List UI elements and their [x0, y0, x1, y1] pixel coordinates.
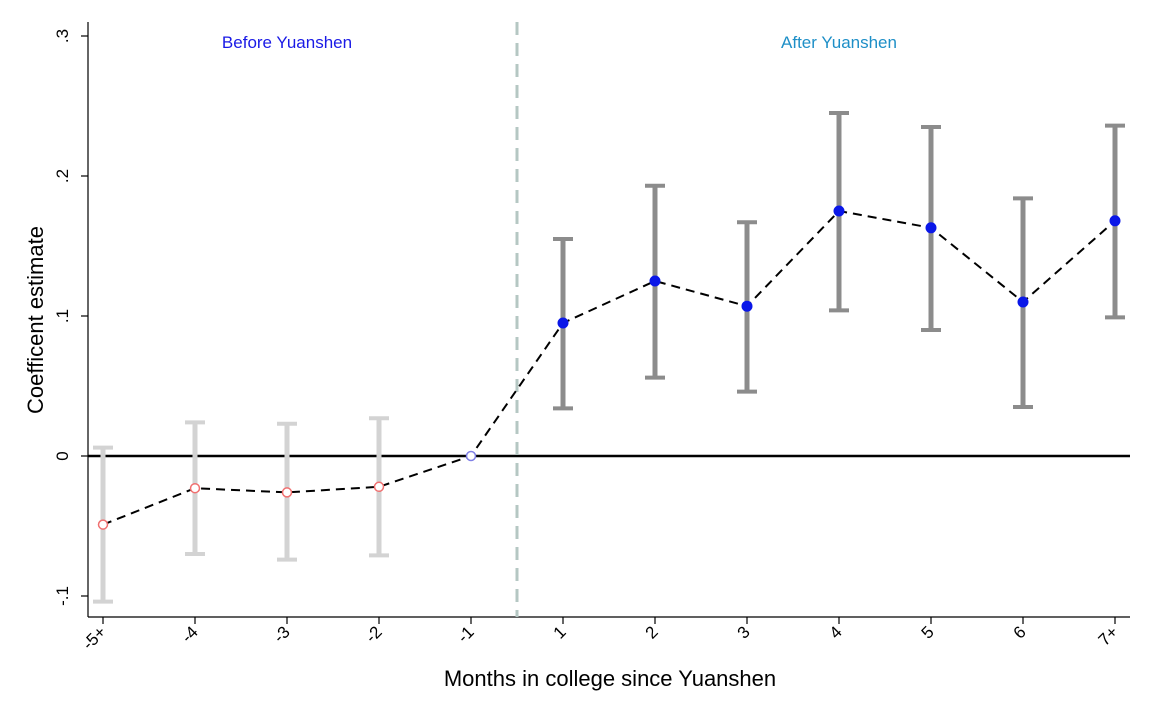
- point-estimate-after: [1109, 215, 1121, 227]
- y-axis-title: Coefficent estimate: [23, 226, 48, 414]
- point-estimate-after: [741, 300, 753, 312]
- x-tick-label: -4: [178, 622, 202, 646]
- y-tick-label: .3: [53, 29, 72, 43]
- connector-layer: [102, 209, 1116, 526]
- point-estimate-reference: [465, 450, 477, 462]
- estimate-connector-line: [102, 209, 1116, 526]
- axes: -.1 0 .1 .2 .3 -5+ -4 -3 -2 -1 1 2 3 4 5 6 7+: [53, 22, 1130, 654]
- x-axis-title: Months in college since Yuanshen: [444, 666, 776, 691]
- x-tick-label: -2: [362, 622, 386, 646]
- point-estimate-after: [925, 222, 937, 234]
- point-estimate-after: [649, 275, 661, 287]
- point-estimate-before: [373, 481, 385, 493]
- x-tick-label: 7+: [1095, 622, 1122, 649]
- x-tick-label: 2: [642, 622, 662, 642]
- x-tick-label: 1: [550, 622, 570, 642]
- point-estimates: [97, 205, 1121, 530]
- after-period-label: After Yuanshen: [781, 33, 897, 52]
- x-tick-label: 6: [1010, 622, 1030, 642]
- point-estimate-after: [557, 317, 569, 329]
- x-tick-label: 3: [734, 622, 754, 642]
- point-estimate-before: [189, 482, 201, 494]
- y-tick-label: .1: [53, 309, 72, 323]
- y-tick-label: .2: [53, 169, 72, 183]
- confidence-intervals: [93, 111, 1125, 604]
- x-tick-label: 4: [826, 622, 846, 642]
- y-tick-label: 0: [53, 451, 72, 460]
- before-period-label: Before Yuanshen: [222, 33, 352, 52]
- x-tick-label: -5+: [79, 622, 110, 653]
- point-estimate-after: [833, 205, 845, 217]
- y-tick-label: -.1: [53, 586, 72, 606]
- point-estimate-after: [1017, 296, 1029, 308]
- point-estimate-before: [281, 487, 293, 498]
- x-tick-label: -3: [270, 622, 294, 646]
- x-tick-label: -1: [454, 622, 478, 646]
- point-estimate-before: [97, 519, 109, 530]
- x-tick-label: 5: [918, 622, 938, 642]
